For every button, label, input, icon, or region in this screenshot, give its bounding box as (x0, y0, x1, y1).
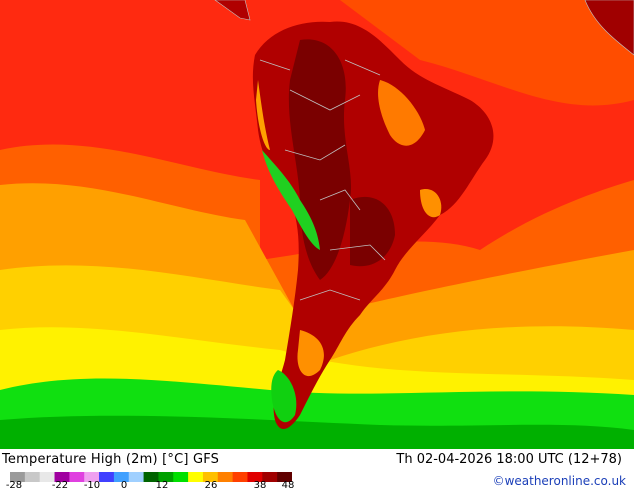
legend-tick-label: -28 (5, 480, 23, 491)
legend-swatch (10, 472, 26, 482)
legend-tick-label: 48 (281, 480, 295, 491)
patagonia-orange (297, 330, 324, 377)
ocean-darkgreen-band (0, 415, 634, 449)
central-america-land (214, 0, 251, 21)
land-extreme-east (350, 196, 395, 267)
legend-swatch (54, 472, 70, 482)
legend-swatch (113, 472, 130, 482)
legend-tick-label: 38 (253, 480, 267, 491)
legend-colorbar (10, 472, 292, 482)
legend-swatch (217, 472, 234, 482)
legend-swatch (128, 472, 145, 482)
legend-swatch (69, 472, 85, 482)
legend-tick-label: -10 (83, 480, 101, 491)
legend-tick-label: 0 (120, 480, 128, 491)
country-borders (259, 59, 386, 301)
legend-swatch (84, 472, 100, 482)
legend-swatch (39, 472, 56, 482)
legend-swatch (173, 472, 189, 482)
valid-time: Th 02-04-2026 18:00 UTC (12+78) (396, 452, 622, 467)
legend-swatch (158, 472, 174, 482)
map-title: Temperature High (2m) [°C] GFS (2, 452, 220, 467)
legend-tick-label: 12 (155, 480, 169, 491)
legend-swatch (262, 472, 278, 482)
legend-tick-label: 26 (204, 480, 218, 491)
legend-swatch (99, 472, 115, 482)
legend-swatch (202, 472, 219, 482)
legend-swatch (188, 472, 204, 482)
temperature-map (0, 0, 634, 449)
andes-orange-strip (256, 80, 270, 150)
legend-swatch (232, 472, 248, 482)
legend-swatch (24, 472, 41, 482)
footer (0, 449, 634, 490)
credit-link[interactable]: ©weatheronline.co.uk (492, 474, 626, 488)
land-orange-patch (378, 80, 425, 146)
legend-swatch (143, 472, 159, 482)
patagonia-green (271, 370, 297, 423)
andes-cold-strip (262, 150, 320, 250)
land-orange-patch-2 (420, 189, 442, 218)
legend-tick-label: -22 (51, 480, 69, 491)
legend-swatch (247, 472, 263, 482)
ocean-north-hot (340, 0, 634, 106)
legend-swatch (277, 472, 292, 482)
